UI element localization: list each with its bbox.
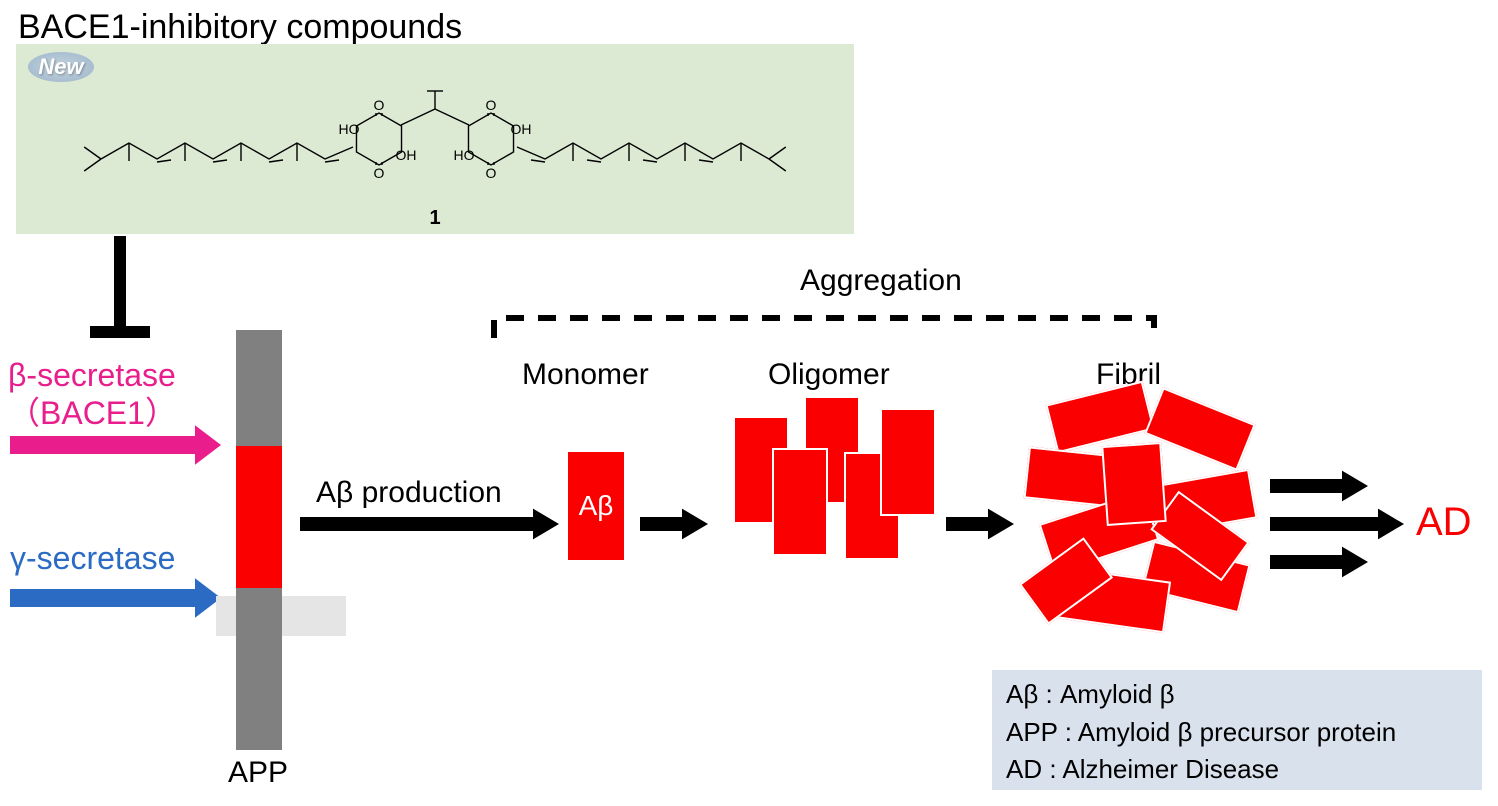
monomer-block: Aβ bbox=[568, 452, 624, 560]
beta-secretase-text: β-secretase bbox=[8, 356, 177, 394]
gamma-secretase-label: γ-secretase bbox=[10, 540, 175, 577]
fibril-block bbox=[1101, 442, 1166, 526]
legend-box: Aβ : Amyloid βAPP : Amyloid β precursor … bbox=[992, 670, 1482, 790]
oligomer-label: Oligomer bbox=[768, 358, 890, 392]
ad-label: AD bbox=[1416, 500, 1472, 545]
svg-text:HO: HO bbox=[339, 121, 360, 137]
svg-text:HO: HO bbox=[454, 147, 475, 163]
oligomer-block bbox=[772, 448, 828, 556]
legend-line: APP : Amyloid β precursor protein bbox=[1006, 714, 1468, 752]
app-top-gray bbox=[236, 330, 282, 446]
beta-secretase-label: β-secretase （BACE1） bbox=[8, 356, 177, 433]
svg-text:O: O bbox=[374, 165, 385, 181]
molecule-structure: OOHOOHOOOHHO bbox=[16, 44, 854, 234]
aggregation-label: Aggregation bbox=[800, 264, 962, 298]
compound-number: 1 bbox=[429, 207, 440, 230]
svg-text:OH: OH bbox=[511, 121, 532, 137]
monomer-text: Aβ bbox=[579, 490, 614, 522]
oligomer-block bbox=[880, 408, 936, 516]
beta-secretase-sub: （BACE1） bbox=[8, 394, 177, 432]
svg-text:O: O bbox=[374, 97, 385, 113]
svg-text:O: O bbox=[486, 165, 497, 181]
legend-line: Aβ : Amyloid β bbox=[1006, 676, 1468, 714]
abeta-production-label: Aβ production bbox=[316, 476, 502, 510]
app-bottom-gray bbox=[236, 588, 282, 750]
app-red bbox=[236, 446, 282, 588]
monomer-label: Monomer bbox=[522, 358, 649, 392]
molecule-panel: New OOHOOHOOOHHO 1 bbox=[16, 44, 854, 234]
legend-line: AD : Alzheimer Disease bbox=[1006, 751, 1468, 789]
app-label: APP bbox=[228, 756, 288, 790]
svg-text:OH: OH bbox=[396, 147, 417, 163]
diagram-title: BACE1-inhibitory compounds bbox=[18, 8, 462, 47]
svg-text:O: O bbox=[486, 97, 497, 113]
fibril-block bbox=[1045, 381, 1154, 454]
